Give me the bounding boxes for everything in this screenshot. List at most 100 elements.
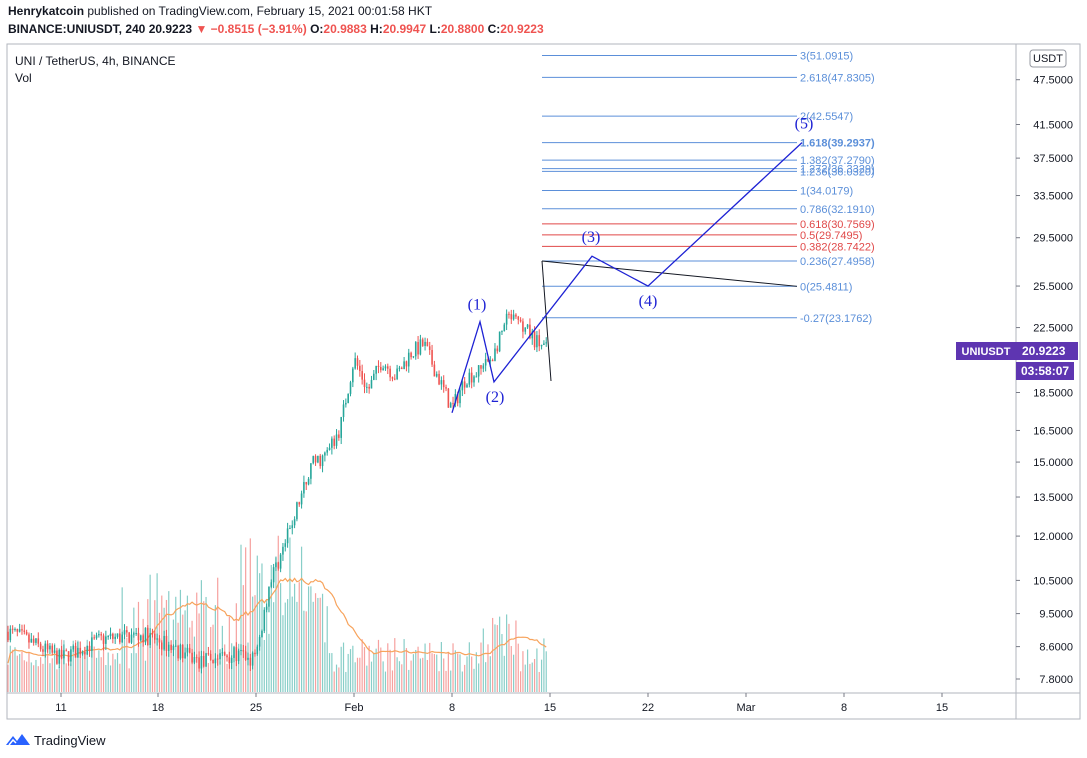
candle-body — [421, 339, 424, 346]
candle-body — [515, 314, 517, 317]
candle-body — [51, 645, 54, 653]
candle-body — [345, 402, 347, 405]
volume-bar — [133, 607, 135, 692]
symbol-interval: BINANCE:UNIUSDT, 240 — [8, 22, 146, 36]
candle-body — [291, 525, 294, 529]
volume-bar — [130, 653, 133, 692]
volume-bar — [356, 657, 359, 692]
fib-level-label: 0.786(32.1910) — [800, 204, 875, 216]
volume-bar — [533, 658, 536, 692]
price-axis[interactable]: 47.5000 41.5000 37.5000 33.5000 29.5000 25.50… — [1016, 75, 1073, 686]
price-badge-value: 20.9223 — [1022, 344, 1066, 358]
candle-body — [538, 335, 541, 347]
candle-body — [501, 331, 503, 333]
volume-bar — [74, 640, 77, 692]
volume-bar — [540, 659, 543, 692]
volume-bar — [433, 653, 435, 692]
volume-bar — [438, 671, 440, 692]
price-badge — [1016, 342, 1078, 360]
volume-bar — [296, 601, 298, 692]
fib-level-label: 1(34.0179) — [800, 185, 853, 197]
volume-bar — [42, 663, 44, 692]
candle-body — [487, 359, 489, 362]
candle-body — [116, 633, 119, 637]
volume-bar — [401, 664, 403, 692]
time-axis[interactable]: 11 18 25 Feb 8 15 22 Mar 8 15 — [55, 693, 948, 714]
candle-body — [531, 331, 534, 339]
candle-body — [305, 482, 308, 485]
volume-bar — [319, 597, 321, 692]
volume-bar — [452, 643, 454, 692]
volume-bar — [205, 596, 207, 692]
tradingview-footer[interactable]: TradingView — [6, 730, 106, 750]
candle-body — [35, 638, 37, 643]
candle-body — [389, 368, 391, 378]
candle-body — [300, 493, 303, 505]
volume-bar — [261, 563, 263, 692]
elliott-wave[interactable]: (1) (2) (3) (4) (5) — [451, 116, 813, 413]
volume-bar — [345, 671, 347, 692]
candle-body — [380, 367, 382, 371]
candle-body — [407, 352, 410, 367]
candle-body — [366, 386, 368, 388]
currency-box[interactable] — [1029, 49, 1067, 68]
volume-bar — [515, 620, 517, 692]
volume-bar — [203, 601, 205, 692]
fib-level-label: 1.272(36.3329) — [800, 164, 875, 176]
candle-body — [282, 546, 284, 555]
volume-bar — [494, 624, 496, 692]
candle-body — [49, 645, 51, 650]
volume-bar — [331, 653, 333, 692]
volume-bar — [489, 656, 491, 692]
fib-level-label: 3(51.0915) — [800, 51, 853, 63]
price-tick-label: 8.6000 — [1039, 642, 1073, 654]
volume-bar — [538, 671, 540, 692]
candle-body — [126, 630, 128, 633]
candle-body — [447, 388, 450, 408]
currency-label: USDT — [1033, 53, 1063, 65]
candle-body — [496, 348, 499, 352]
volume-bar — [314, 593, 317, 692]
candle-body — [174, 645, 177, 647]
volume-bar — [224, 644, 226, 692]
wave-label: (3) — [582, 229, 601, 246]
candle-body — [375, 365, 377, 374]
volume-bar — [303, 610, 305, 692]
candle-body — [519, 319, 522, 322]
volume-bar — [189, 627, 191, 692]
author-name[interactable]: Henrykatcoin — [8, 4, 85, 18]
volume-bar — [457, 653, 459, 692]
candle-body — [63, 650, 65, 659]
volume-bar — [168, 591, 170, 692]
volume-bar — [503, 655, 505, 692]
volume-bar — [242, 585, 244, 692]
volume-bar — [277, 535, 279, 692]
volume-bar — [475, 652, 477, 692]
volume-bar — [30, 662, 32, 692]
volume-bar — [98, 650, 100, 692]
candle-body — [37, 638, 40, 644]
volume-bar — [317, 597, 319, 692]
volume-bar — [443, 658, 445, 692]
price-tick-label: 15.0000 — [1033, 457, 1073, 469]
candle-body — [270, 582, 273, 587]
candle-body — [184, 652, 186, 659]
candle-body — [442, 380, 445, 388]
volume-bar — [536, 648, 538, 692]
volume-bar — [54, 643, 56, 692]
publish-info: Henrykatcoin published on TradingView.co… — [8, 4, 432, 18]
volume-bar — [123, 636, 126, 692]
volume-layer — [7, 535, 547, 692]
candle-body — [331, 438, 333, 448]
price-tick-label: 41.5000 — [1033, 120, 1073, 132]
candle-body — [510, 314, 513, 320]
fibonacci-extension[interactable]: 3(51.0915) 2.618(47.8305) 2(42.5547) 1.618(… — [541, 51, 875, 382]
candle-body — [212, 659, 214, 664]
candle-body — [21, 629, 23, 631]
candles-layer — [7, 309, 548, 674]
volume-bar — [100, 657, 102, 692]
volume-bar — [21, 651, 23, 692]
volume-bar — [305, 611, 307, 692]
volume-bar — [196, 592, 198, 692]
